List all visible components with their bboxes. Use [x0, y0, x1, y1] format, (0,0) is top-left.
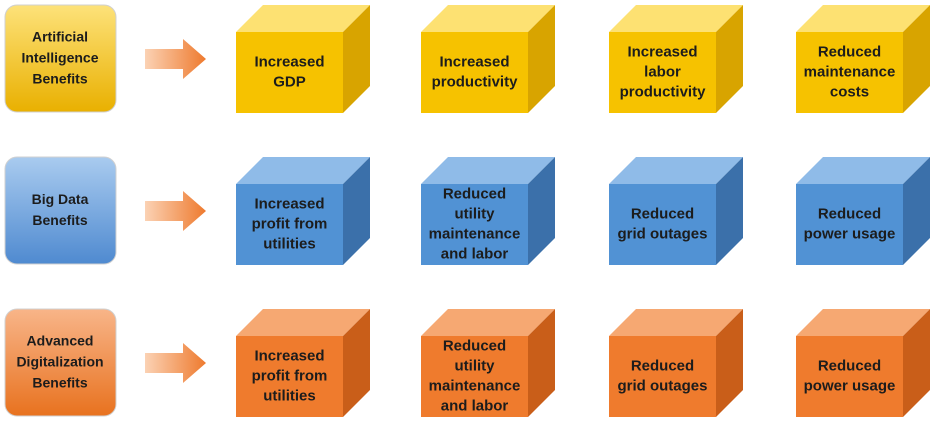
cube: Reduced power usage [796, 309, 930, 417]
cube-label: utilities [263, 387, 316, 404]
cube-side [903, 309, 930, 417]
cube-front [421, 32, 528, 113]
cube-label: maintenance [429, 225, 521, 242]
cube-label: and labor [441, 245, 509, 262]
cube-side [716, 309, 743, 417]
category-label: Advanced [27, 333, 94, 349]
cube-top [421, 157, 555, 184]
cube-front [609, 184, 716, 265]
cube-label: utilities [263, 235, 316, 252]
row: Artificial Intelligence Benefits Increased G… [4, 4, 930, 113]
cube-top [421, 309, 555, 336]
cube-top [236, 309, 370, 336]
cube-side [716, 5, 743, 113]
cube: Reduced power usage [796, 157, 930, 265]
cube: Increased labor productivity [609, 5, 743, 113]
cube-side [528, 157, 555, 265]
cube-front [609, 32, 716, 113]
cube: Increased GDP [236, 5, 370, 113]
category-label: Benefits [32, 71, 87, 87]
category-label: Artificial [32, 29, 88, 45]
category-label: Benefits [32, 375, 87, 391]
cube-label: maintenance [429, 377, 521, 394]
cube-side [343, 5, 370, 113]
arrow [145, 343, 206, 383]
cube-label: grid outages [617, 225, 707, 242]
cube-label: power usage [804, 377, 896, 394]
cube-label: Reduced [631, 357, 694, 374]
cube-side [903, 5, 930, 113]
cube-label: Reduced [443, 337, 506, 354]
cube-label: power usage [804, 225, 896, 242]
row: Big Data Benefits Increased profit from util… [4, 156, 930, 265]
cube: Reduced grid outages [609, 157, 743, 265]
cube: Reduced maintenance costs [796, 5, 930, 113]
cube: Reduced utility maintenance and labor [421, 309, 555, 417]
cube-label: GDP [273, 73, 306, 90]
cube-top [236, 157, 370, 184]
category-label: Intelligence [21, 50, 98, 66]
cube-label: Increased [439, 53, 509, 70]
cube-front [796, 336, 903, 417]
cube-label: and labor [441, 397, 509, 414]
cube-label: Reduced [818, 43, 881, 60]
cube-label: productivity [620, 83, 706, 100]
cube-front [236, 32, 343, 113]
cube-label: Increased [254, 53, 324, 70]
cube-label: profit from [252, 215, 328, 232]
cube-label: Reduced [818, 357, 881, 374]
cube-label: grid outages [617, 377, 707, 394]
cube-label: profit from [252, 367, 328, 384]
cube-front [421, 184, 528, 265]
cube-top [236, 5, 370, 32]
cube-front [421, 336, 528, 417]
cube-top [796, 309, 930, 336]
cube-side [343, 309, 370, 417]
cube: Increased productivity [421, 5, 555, 113]
arrow [145, 39, 206, 79]
cube-top [421, 5, 555, 32]
row: Advanced Digitalization Benefits Increased p… [4, 308, 930, 417]
cube-label: labor [644, 63, 681, 80]
cube: Reduced utility maintenance and labor [421, 157, 555, 265]
category-label: Digitalization [16, 354, 103, 370]
category-box [4, 156, 117, 265]
cube-label: productivity [432, 73, 518, 90]
cube-label: utility [455, 205, 496, 222]
cube-label: Reduced [443, 185, 506, 202]
category-box [4, 4, 117, 113]
cube-front [609, 336, 716, 417]
category-label: Benefits [32, 212, 87, 228]
cube: Increased profit from utilities [236, 157, 370, 265]
category-box [4, 308, 117, 417]
cube-top [796, 5, 930, 32]
cube-label: costs [830, 83, 869, 100]
cube-top [609, 5, 743, 32]
cube-side [528, 5, 555, 113]
cube-side [903, 157, 930, 265]
cube-front [236, 336, 343, 417]
cube-label: utility [455, 357, 496, 374]
cube-label: maintenance [804, 63, 896, 80]
cube-front [796, 184, 903, 265]
cube: Reduced grid outages [609, 309, 743, 417]
cube-label: Increased [254, 347, 324, 364]
cube-label: Increased [254, 195, 324, 212]
cube-label: Increased [627, 43, 697, 60]
arrow [145, 191, 206, 231]
cube-side [528, 309, 555, 417]
category-label: Big Data [32, 191, 89, 207]
cube-top [609, 157, 743, 184]
cube: Increased profit from utilities [236, 309, 370, 417]
cube-front [236, 184, 343, 265]
cube-label: Reduced [631, 205, 694, 222]
cube-side [716, 157, 743, 265]
cube-side [343, 157, 370, 265]
cube-front [796, 32, 903, 113]
cube-label: Reduced [818, 205, 881, 222]
cube-top [609, 309, 743, 336]
cube-top [796, 157, 930, 184]
